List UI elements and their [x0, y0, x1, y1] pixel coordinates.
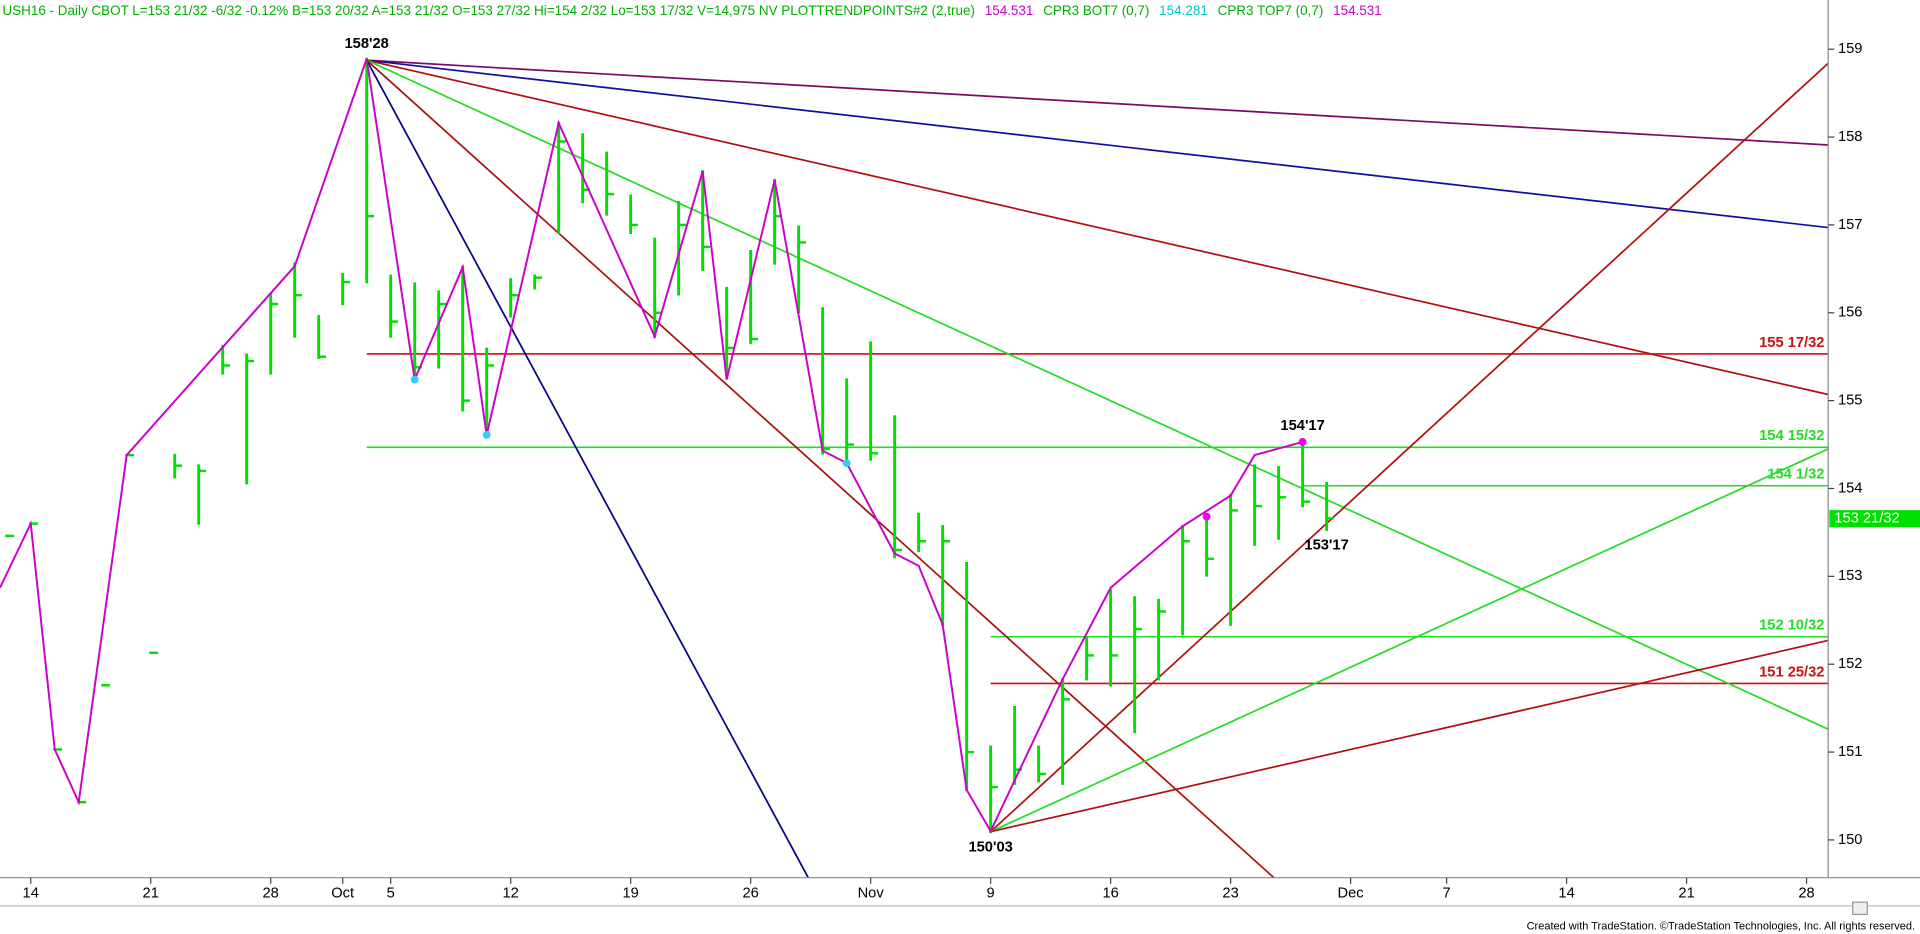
trendline	[990, 448, 1829, 833]
trendline	[366, 59, 1829, 730]
pivot-dot	[482, 430, 491, 439]
y-tick-label: 152	[1838, 656, 1863, 672]
level-label: 151 25/32	[1759, 664, 1824, 680]
header-segment: 154.531	[1333, 3, 1382, 18]
annotation: 153'17	[1304, 537, 1348, 553]
trendline	[365, 59, 810, 878]
x-tick-label: 14	[1558, 885, 1574, 901]
header-segment: CPR3 TOP7 (0,7)	[1218, 3, 1324, 18]
last-price-label: 153 21/32	[1834, 511, 1899, 527]
x-tick-label: 26	[742, 885, 758, 901]
trendline	[366, 59, 1275, 878]
trendline	[990, 62, 1829, 833]
y-tick-label: 157	[1838, 217, 1863, 233]
y-tick-label: 159	[1838, 41, 1863, 57]
y-tick-label: 156	[1838, 305, 1863, 321]
header-segment: CPR3 BOT7 (0,7)	[1043, 3, 1149, 18]
x-tick-label: 16	[1102, 885, 1118, 901]
pivot-dot	[842, 459, 851, 467]
plot-area	[0, 57, 1829, 878]
level-label: 154 1/32	[1767, 467, 1824, 483]
header-segment: 154.281	[1159, 3, 1208, 18]
x-tick-label: Nov	[858, 885, 885, 901]
x-tick-label: 9	[987, 885, 995, 901]
level-label: 154 15/32	[1759, 428, 1824, 444]
annotation: 158'28	[345, 36, 389, 52]
swing-line	[0, 58, 1303, 834]
y-tick-label: 154	[1838, 480, 1863, 496]
trendline	[366, 59, 1829, 229]
x-tick-label: 7	[1443, 885, 1451, 901]
x-tick-label: Oct	[331, 885, 354, 901]
x-tick-label: 23	[1222, 885, 1238, 901]
x-tick-label: 14	[23, 885, 39, 901]
y-tick-label: 155	[1838, 393, 1863, 409]
pivot-dot	[1202, 512, 1211, 521]
header: USH16 - Daily CBOT L=153 21/32 -6/32 -0.…	[2, 3, 1381, 18]
x-tick-label: 21	[1678, 885, 1694, 901]
trendline	[366, 59, 1829, 146]
level-label: 152 10/32	[1759, 618, 1824, 634]
x-tick-label: 28	[1798, 885, 1814, 901]
scroll-thumb[interactable]	[1852, 901, 1868, 916]
y-tick-label: 151	[1838, 744, 1863, 760]
trendline	[366, 59, 1829, 396]
footer: Created with TradeStation. ©TradeStation…	[1527, 921, 1915, 933]
y-tick-label: 158	[1838, 129, 1863, 145]
pivot-dot	[410, 375, 419, 384]
annotation: 150'03	[968, 839, 1012, 855]
annotation: 154'17	[1280, 418, 1324, 434]
trendline	[990, 639, 1829, 833]
x-tick-label: Dec	[1338, 885, 1364, 901]
header-segment: USH16 - Daily CBOT L=153 21/32 -6/32 -0.…	[2, 3, 975, 18]
x-tick-label: 12	[503, 885, 519, 901]
x-tick-label: 5	[387, 885, 395, 901]
x-tick-label: 19	[622, 885, 638, 901]
level-label: 155 17/32	[1759, 335, 1824, 351]
x-tick-label: 28	[263, 885, 279, 901]
pivot-dot	[1298, 438, 1307, 446]
last-price-box	[1829, 510, 1920, 528]
y-tick-label: 153	[1838, 568, 1863, 584]
header-segment: 154.531	[985, 3, 1034, 18]
y-tick-label: 150	[1838, 832, 1863, 848]
x-tick-label: 21	[143, 885, 159, 901]
